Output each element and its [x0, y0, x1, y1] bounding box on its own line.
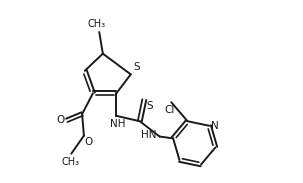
Text: O: O: [57, 115, 65, 125]
Text: N: N: [211, 121, 219, 131]
Text: HN: HN: [142, 130, 157, 140]
Text: CH₃: CH₃: [88, 19, 105, 29]
Text: S: S: [146, 101, 153, 111]
Text: S: S: [134, 62, 140, 72]
Text: O: O: [84, 137, 92, 147]
Text: NH: NH: [109, 119, 125, 129]
Text: CH₃: CH₃: [61, 157, 79, 167]
Text: Cl: Cl: [165, 105, 175, 115]
